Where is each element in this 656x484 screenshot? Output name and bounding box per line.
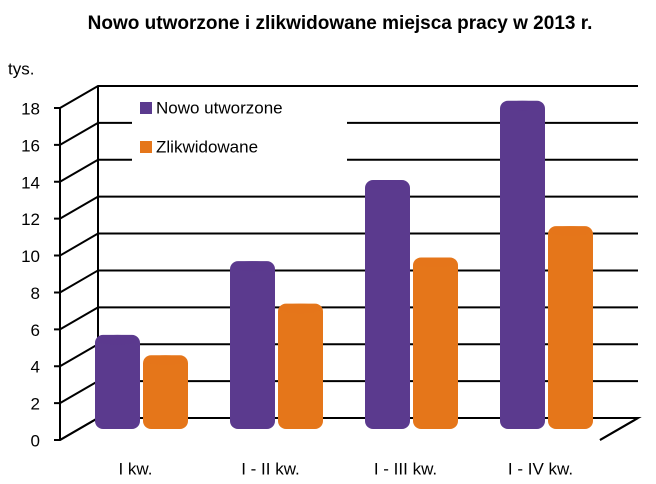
legend-swatch bbox=[140, 141, 152, 153]
bar-cap bbox=[550, 226, 591, 237]
bar-cap bbox=[232, 261, 273, 272]
bar-cap bbox=[367, 180, 408, 190]
x-tick-label: I - III kw. bbox=[374, 459, 437, 478]
y-tick-label: 14 bbox=[21, 173, 40, 192]
bar-cap bbox=[280, 303, 321, 314]
x-tick-label: I - II kw. bbox=[241, 459, 300, 478]
y-tick-label: 10 bbox=[21, 247, 40, 266]
y-tick-label: 0 bbox=[31, 431, 40, 450]
x-tick-label: I kw. bbox=[118, 459, 152, 478]
y-tick-label: 2 bbox=[31, 395, 40, 414]
legend-box bbox=[132, 88, 347, 164]
x-tick-label: I - IV kw. bbox=[508, 459, 573, 478]
chart-title: Nowo utworzone i zlikwidowane miejsca pr… bbox=[88, 13, 593, 34]
bar-cap bbox=[145, 355, 186, 366]
y-tick-label: 18 bbox=[21, 99, 40, 118]
bar bbox=[278, 303, 323, 429]
bar-cap bbox=[415, 257, 456, 268]
grid-line bbox=[54, 158, 638, 183]
y-tick-label: 8 bbox=[31, 284, 40, 303]
legend-label: Zlikwidowane bbox=[156, 137, 258, 156]
right-edge bbox=[599, 417, 639, 441]
grid-line bbox=[54, 121, 638, 146]
bar-cap bbox=[502, 100, 543, 111]
bar bbox=[230, 261, 275, 429]
bar-cap bbox=[97, 334, 138, 345]
y-tick-label: 16 bbox=[21, 136, 40, 155]
grid-line bbox=[54, 85, 638, 109]
legend-label: Nowo utworzone bbox=[156, 98, 283, 117]
bar bbox=[365, 180, 410, 429]
y-tick-label: 4 bbox=[31, 358, 40, 377]
y-tick-label: 12 bbox=[21, 210, 40, 229]
bar bbox=[413, 257, 458, 429]
y-axis-label: tys. bbox=[8, 59, 34, 78]
grid-line bbox=[54, 195, 638, 220]
y-tick-label: 6 bbox=[31, 321, 40, 340]
bar bbox=[548, 226, 593, 429]
bar bbox=[143, 355, 188, 429]
legend-swatch bbox=[140, 102, 152, 114]
bar bbox=[500, 100, 545, 429]
bar bbox=[95, 334, 140, 429]
